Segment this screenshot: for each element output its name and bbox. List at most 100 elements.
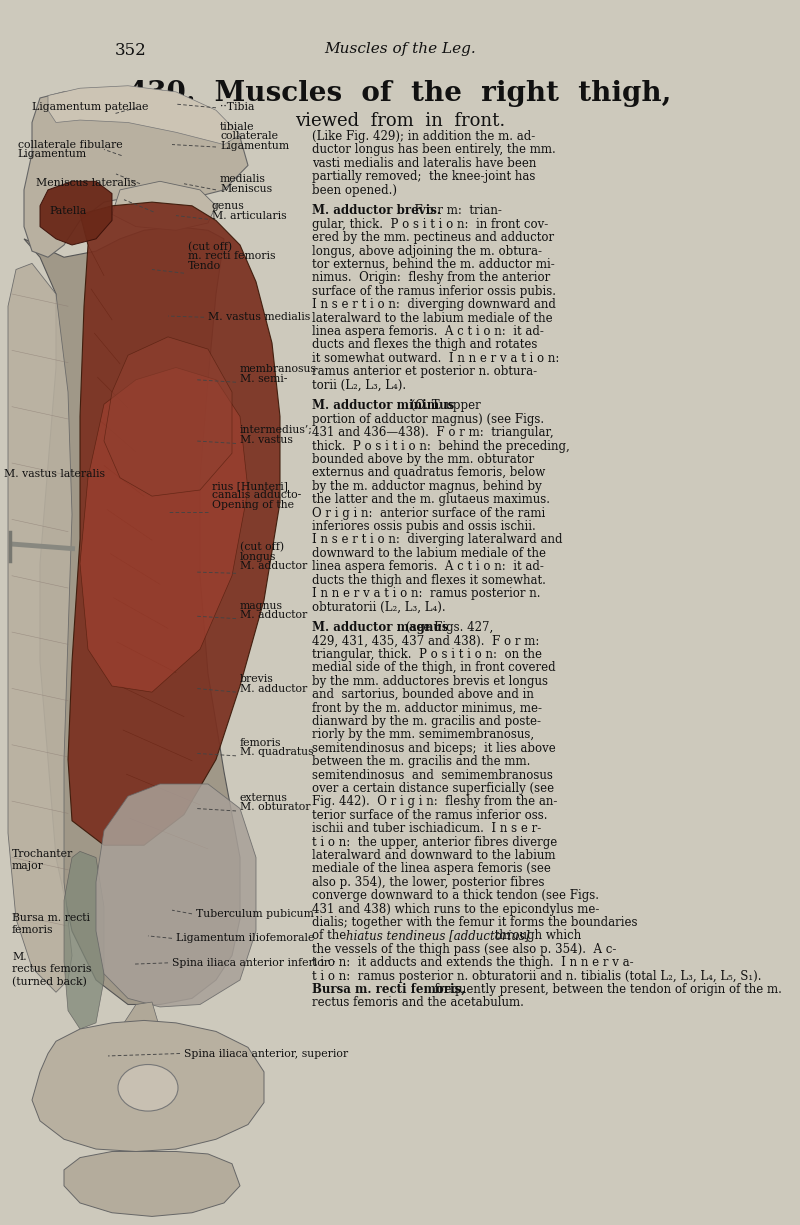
Text: the vessels of the thigh pass (see also p. 354).  A c-: the vessels of the thigh pass (see also …: [312, 943, 616, 956]
Text: by the mm. adductores brevis et longus: by the mm. adductores brevis et longus: [312, 675, 548, 687]
Text: ischii and tuber ischiadicum.  I n s e r-: ischii and tuber ischiadicum. I n s e r-: [312, 822, 542, 835]
Text: longus: longus: [240, 551, 276, 561]
Polygon shape: [68, 202, 280, 845]
Text: I n s e r t i o n:  diverging downward and: I n s e r t i o n: diverging downward an…: [312, 298, 556, 311]
Text: Tendo: Tendo: [188, 261, 221, 271]
Text: M. obturator: M. obturator: [240, 802, 310, 812]
Text: gular, thick.  P o s i t i o n:  in front cov-: gular, thick. P o s i t i o n: in front …: [312, 218, 548, 230]
Text: rius [Hunteri]: rius [Hunteri]: [212, 480, 288, 491]
Text: front by the m. adductor minimus, me-: front by the m. adductor minimus, me-: [312, 702, 542, 714]
Polygon shape: [24, 88, 248, 257]
Text: ramus anterior et posterior n. obtura-: ramus anterior et posterior n. obtura-: [312, 365, 537, 379]
Text: membranosus: membranosus: [240, 364, 317, 374]
Text: medial side of the thigh, in front covered: medial side of the thigh, in front cover…: [312, 662, 556, 674]
Text: M. vastus: M. vastus: [240, 435, 293, 445]
Text: t i o n:  it adducts and extends the thigh.  I n n e r v a-: t i o n: it adducts and extends the thig…: [312, 956, 634, 969]
Text: downward to the labium mediale of the: downward to the labium mediale of the: [312, 546, 546, 560]
Polygon shape: [48, 86, 240, 145]
Polygon shape: [112, 181, 216, 230]
Text: m. recti femoris: m. recti femoris: [188, 251, 275, 261]
Text: 352: 352: [115, 42, 146, 59]
Text: M. adductor: M. adductor: [240, 561, 307, 571]
Text: (Like Fig. 429); in addition the m. ad-: (Like Fig. 429); in addition the m. ad-: [312, 130, 535, 143]
Text: Ligamentum patellae: Ligamentum patellae: [32, 102, 148, 111]
Text: semitendinosus  and  semimembranosus: semitendinosus and semimembranosus: [312, 768, 553, 782]
Text: torii (L₂, L₃, L₄).: torii (L₂, L₃, L₄).: [312, 379, 406, 392]
Text: Meniscus: Meniscus: [220, 184, 272, 194]
Text: inferiores ossis pubis and ossis ischii.: inferiores ossis pubis and ossis ischii.: [312, 519, 536, 533]
Text: M. adductor: M. adductor: [240, 610, 307, 620]
Text: and  sartorius, bounded above and in: and sartorius, bounded above and in: [312, 688, 534, 701]
Text: I n n e r v a t i o n:  ramus posterior n.: I n n e r v a t i o n: ramus posterior n…: [312, 587, 541, 600]
Text: linea aspera femoris.  A c t i o n:  it ad-: linea aspera femoris. A c t i o n: it ad…: [312, 325, 544, 338]
Text: Ligamentum: Ligamentum: [220, 141, 289, 151]
Text: Bursa m. recti
femoris: Bursa m. recti femoris: [12, 913, 90, 935]
Text: (cut off): (cut off): [188, 241, 232, 252]
Text: rectus femoris and the acetabulum.: rectus femoris and the acetabulum.: [312, 996, 524, 1009]
Text: riorly by the mm. semimembranosus,: riorly by the mm. semimembranosus,: [312, 729, 534, 741]
Text: collaterale fibulare: collaterale fibulare: [18, 140, 122, 149]
Text: 430.  Muscles  of  the  right  thigh,: 430. Muscles of the right thigh,: [128, 80, 672, 107]
Text: externus: externus: [240, 793, 288, 802]
Text: obturatorii (L₂, L₃, L₄).: obturatorii (L₂, L₃, L₄).: [312, 600, 446, 614]
Text: intermedius’;: intermedius’;: [240, 425, 313, 435]
Text: M. adductor magnus: M. adductor magnus: [312, 621, 449, 635]
Text: partially removed;  the knee-joint has: partially removed; the knee-joint has: [312, 170, 535, 184]
Text: bounded above by the mm. obturator: bounded above by the mm. obturator: [312, 453, 534, 466]
Text: tor externus, behind the m. adductor mi-: tor externus, behind the m. adductor mi-: [312, 258, 554, 271]
Text: (O. T. upper: (O. T. upper: [407, 399, 481, 413]
Polygon shape: [64, 851, 104, 1029]
Polygon shape: [120, 1002, 184, 1149]
Text: Fig. 442).  O r i g i n:  fleshy from the an-: Fig. 442). O r i g i n: fleshy from the …: [312, 795, 558, 808]
Text: Tuberculum pubicum: Tuberculum pubicum: [196, 909, 314, 919]
Text: t i o n:  ramus posterior n. obturatorii and n. tibialis (total L₂, L₃, L₄, L₅, : t i o n: ramus posterior n. obturatorii …: [312, 969, 762, 982]
Text: Meniscus lateralis: Meniscus lateralis: [36, 178, 136, 187]
Polygon shape: [96, 784, 256, 1007]
Text: M. adductor minimus: M. adductor minimus: [312, 399, 454, 413]
Text: genus: genus: [212, 201, 245, 211]
Text: converge downward to a thick tendon (see Figs.: converge downward to a thick tendon (see…: [312, 889, 599, 902]
Text: through which: through which: [491, 930, 582, 942]
Text: (cut off): (cut off): [240, 541, 284, 552]
Text: externus and quadratus femoris, below: externus and quadratus femoris, below: [312, 467, 546, 479]
Text: tibiale: tibiale: [220, 121, 254, 132]
Text: triangular, thick.  P o s i t i o n:  on the: triangular, thick. P o s i t i o n: on t…: [312, 648, 542, 662]
Text: t i o n:  the upper, anterior fibres diverge: t i o n: the upper, anterior fibres dive…: [312, 835, 558, 849]
Text: of the: of the: [312, 930, 350, 942]
Text: M.
rectus femoris
(turned back): M. rectus femoris (turned back): [12, 952, 91, 987]
Text: ··Tibia: ··Tibia: [220, 102, 254, 111]
Text: the latter and the m. glutaeus maximus.: the latter and the m. glutaeus maximus.: [312, 494, 550, 506]
Text: Muscles of the Leg.: Muscles of the Leg.: [324, 42, 476, 56]
Text: (see Figs. 427,: (see Figs. 427,: [402, 621, 494, 635]
Text: 429, 431, 435, 437 and 438).  F o r m:: 429, 431, 435, 437 and 438). F o r m:: [312, 635, 539, 648]
Text: Spina iliaca anterior inferior ·: Spina iliaca anterior inferior ·: [172, 958, 336, 968]
Polygon shape: [80, 368, 248, 692]
Text: by the m. adductor magnus, behind by: by the m. adductor magnus, behind by: [312, 480, 542, 492]
Text: nimus.  Origin:  fleshy from the anterior: nimus. Origin: fleshy from the anterior: [312, 272, 550, 284]
Text: femoris: femoris: [240, 737, 282, 747]
Text: mediale of the linea aspera femoris (see: mediale of the linea aspera femoris (see: [312, 862, 551, 876]
Polygon shape: [32, 1020, 264, 1152]
Text: dianward by the m. gracilis and poste-: dianward by the m. gracilis and poste-: [312, 715, 541, 728]
Text: longus, above adjoining the m. obtura-: longus, above adjoining the m. obtura-: [312, 245, 542, 257]
Text: M. vastus lateralis: M. vastus lateralis: [4, 469, 105, 479]
Text: lateralward and downward to the labium: lateralward and downward to the labium: [312, 849, 555, 862]
Text: been opened.): been opened.): [312, 184, 397, 196]
Text: O r i g i n:  anterior surface of the rami: O r i g i n: anterior surface of the ram…: [312, 507, 546, 519]
Text: ducts the thigh and flexes it somewhat.: ducts the thigh and flexes it somewhat.: [312, 573, 546, 587]
Text: Ligamentum: Ligamentum: [18, 149, 86, 159]
Text: brevis: brevis: [240, 674, 274, 684]
Text: viewed  from  in  front.: viewed from in front.: [295, 111, 505, 130]
Text: M. articularis: M. articularis: [212, 211, 286, 220]
Polygon shape: [8, 263, 72, 992]
Text: also p. 354), the lower, posterior fibres: also p. 354), the lower, posterior fibre…: [312, 876, 545, 888]
Text: between the m. gracilis and the mm.: between the m. gracilis and the mm.: [312, 755, 530, 768]
Ellipse shape: [118, 1065, 178, 1111]
Text: thick.  P o s i t i o n:  behind the preceding,: thick. P o s i t i o n: behind the prece…: [312, 440, 570, 452]
Text: dialis; together with the femur it forms the boundaries: dialis; together with the femur it forms…: [312, 916, 638, 929]
Polygon shape: [104, 337, 232, 496]
Text: frequently present, between the tendon of origin of the m.: frequently present, between the tendon o…: [427, 982, 782, 996]
Polygon shape: [64, 1152, 240, 1216]
Text: collaterale: collaterale: [220, 131, 278, 141]
Text: it somewhat outward.  I n n e r v a t i o n:: it somewhat outward. I n n e r v a t i o…: [312, 352, 559, 365]
